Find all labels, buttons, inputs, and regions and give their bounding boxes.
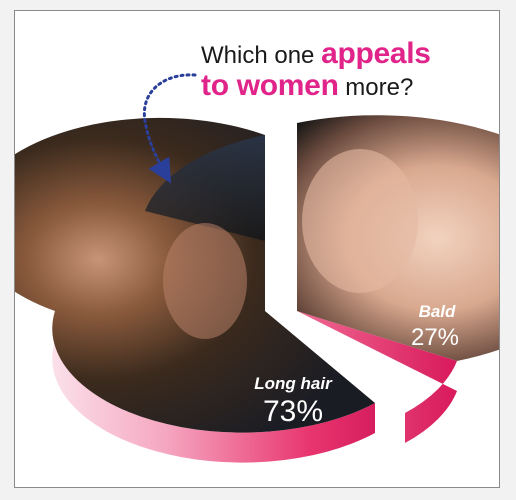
pointer-arrow xyxy=(142,73,197,184)
slice-bald-rim xyxy=(297,311,457,443)
slice-long-hair-rim xyxy=(52,311,375,463)
face-bald xyxy=(302,149,418,293)
chart-title: Which one appeals to women more? xyxy=(201,38,471,101)
title-part-2: appeals xyxy=(321,37,431,70)
title-part-4: more? xyxy=(338,73,414,101)
slice-long-hair-sky xyxy=(145,135,265,241)
label-long-hair-value: 73% xyxy=(263,395,323,428)
pie-chart: Long hair 73% Bald 27% xyxy=(15,73,499,463)
title-part-1: Which one xyxy=(201,42,322,69)
label-bald-value: 27% xyxy=(411,324,459,351)
face-long-hair xyxy=(163,223,247,339)
label-long-hair-name: Long hair xyxy=(254,374,333,393)
label-bald-name: Bald xyxy=(419,302,456,321)
chart-frame: Long hair 73% Bald 27% Which one appeals… xyxy=(14,10,500,488)
title-part-3: to women xyxy=(201,68,339,102)
